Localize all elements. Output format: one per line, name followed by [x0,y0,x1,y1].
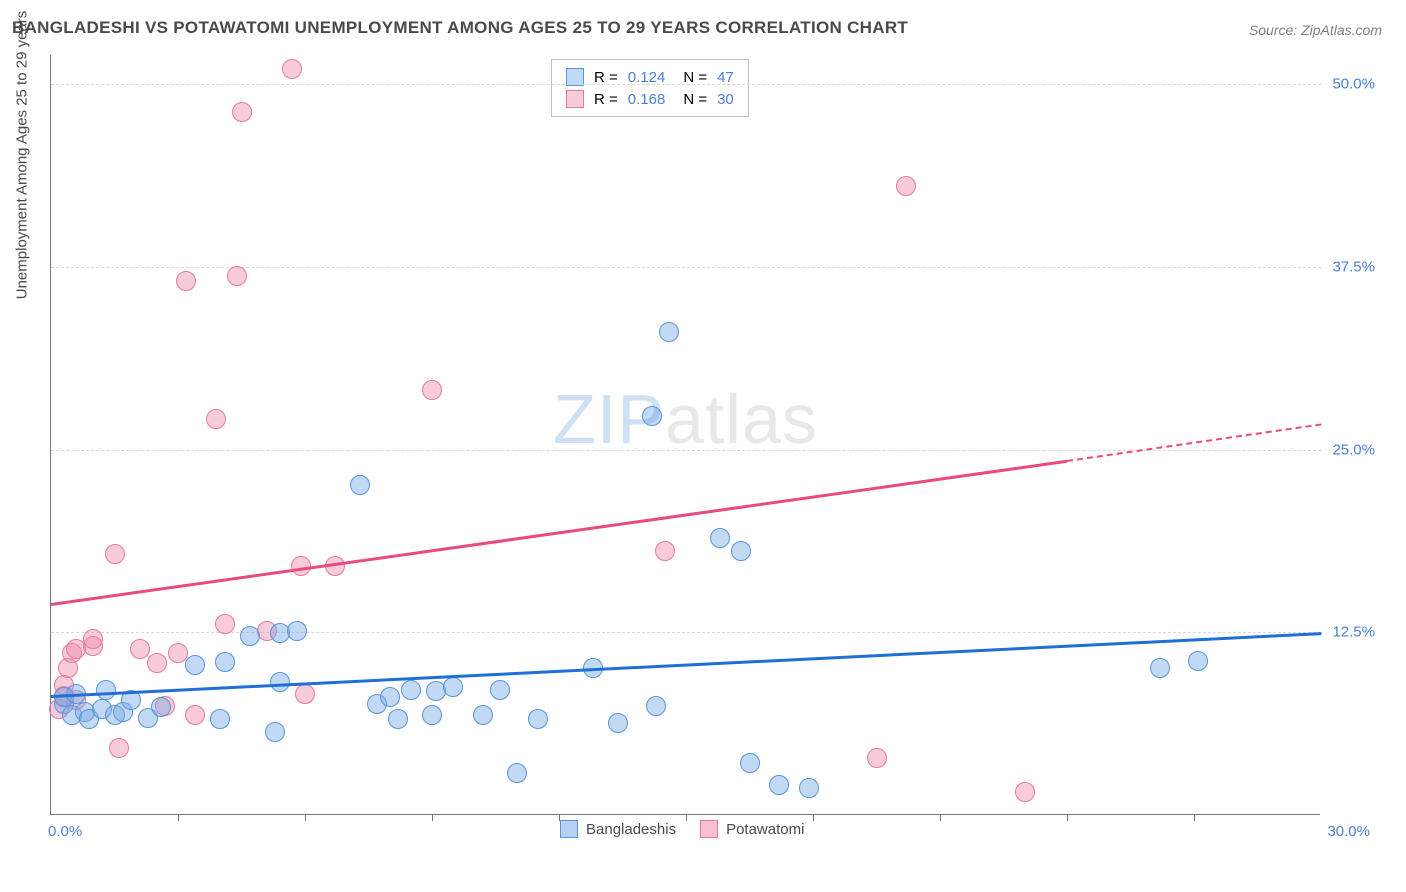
legend-n-value: 47 [717,69,734,86]
scatter-point [240,626,260,646]
watermark: ZIPatlas [553,379,818,459]
scatter-point [731,541,751,561]
legend-item-potawatomi: Potawatomi [700,820,804,838]
y-tick-label: 12.5% [1332,624,1375,641]
scatter-point [710,528,730,548]
scatter-point [147,653,167,673]
legend-series: Bangladeshis Potawatomi [560,820,804,838]
scatter-point [130,639,150,659]
scatter-point [291,556,311,576]
legend-n-label: N = [683,69,707,86]
scatter-point [740,753,760,773]
scatter-point [799,778,819,798]
scatter-point [215,652,235,672]
scatter-point [105,544,125,564]
y-axis-label: Unemployment Among Ages 25 to 29 years [14,11,31,300]
scatter-point [1015,782,1035,802]
legend-swatch-potawatomi [566,90,584,108]
scatter-point [896,176,916,196]
scatter-point [422,380,442,400]
x-tick [1067,814,1068,821]
legend-r-label: R = [594,91,618,108]
watermark-atlas: atlas [665,380,818,458]
scatter-point [422,705,442,725]
x-tick [1194,814,1195,821]
scatter-point [490,680,510,700]
scatter-point [185,655,205,675]
x-tick [940,814,941,821]
scatter-point [215,614,235,634]
x-axis-min-label: 0.0% [48,823,82,840]
legend-item-bangladeshis: Bangladeshis [560,820,676,838]
scatter-point [507,763,527,783]
scatter-point [646,696,666,716]
scatter-point [210,709,230,729]
scatter-point [282,59,302,79]
legend-stats-row: R = 0.168 N = 30 [566,88,734,110]
scatter-point [287,621,307,641]
x-tick [305,814,306,821]
legend-n-value: 30 [717,91,734,108]
scatter-point [1188,651,1208,671]
x-axis-max-label: 30.0% [1327,823,1370,840]
legend-stats: R = 0.124 N = 47 R = 0.168 N = 30 [551,59,749,117]
legend-swatch-icon [700,820,718,838]
scatter-point [295,684,315,704]
legend-r-value: 0.124 [628,69,666,86]
scatter-point [655,541,675,561]
y-tick-label: 37.5% [1332,258,1375,275]
scatter-point [232,102,252,122]
x-tick [813,814,814,821]
scatter-point [265,722,285,742]
scatter-point [867,748,887,768]
plot-area: Unemployment Among Ages 25 to 29 years Z… [50,55,1380,845]
scatter-point [473,705,493,725]
scatter-point [96,680,116,700]
scatter-point [401,680,421,700]
scatter-point [206,409,226,429]
y-tick-label: 25.0% [1332,441,1375,458]
scatter-point [608,713,628,733]
trend-line-dash [1067,423,1321,462]
scatter-point [642,406,662,426]
scatter-point [1150,658,1170,678]
y-tick-label: 50.0% [1332,76,1375,93]
legend-label: Bangladeshis [586,821,676,838]
x-tick [178,814,179,821]
gridline [51,84,1321,85]
scatter-point [769,775,789,795]
scatter-point [83,629,103,649]
scatter-point [350,475,370,495]
legend-r-label: R = [594,69,618,86]
legend-r-value: 0.168 [628,91,666,108]
x-tick [432,814,433,821]
scatter-point [659,322,679,342]
legend-label: Potawatomi [726,821,804,838]
legend-swatch-icon [560,820,578,838]
scatter-point [528,709,548,729]
plot-inner: ZIPatlas R = 0.124 N = 47 R = 0.168 N = … [50,55,1320,815]
source-label: Source: ZipAtlas.com [1249,22,1382,38]
legend-n-label: N = [683,91,707,108]
trend-line [51,460,1067,606]
scatter-point [185,705,205,725]
scatter-point [443,677,463,697]
scatter-point [176,271,196,291]
scatter-point [388,709,408,729]
scatter-point [227,266,247,286]
chart-title: BANGLADESHI VS POTAWATOMI UNEMPLOYMENT A… [12,18,908,38]
scatter-point [151,697,171,717]
scatter-point [380,687,400,707]
scatter-point [109,738,129,758]
